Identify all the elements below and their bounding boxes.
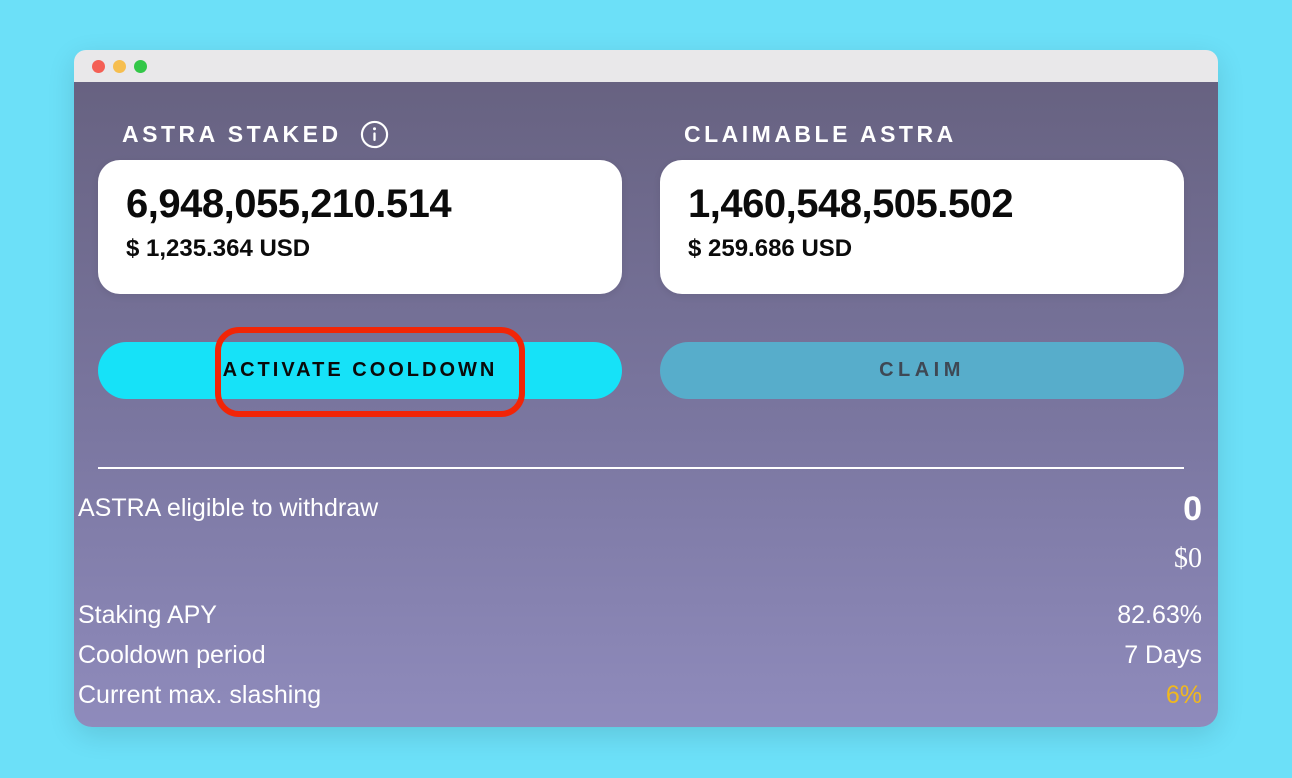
stat-label: Staking APY xyxy=(78,601,217,629)
claimable-section-title: CLAIMABLE ASTRA xyxy=(684,120,957,147)
stat-label: Current max. slashing xyxy=(78,681,322,709)
claim-button[interactable]: CLAIM xyxy=(660,342,1184,399)
staked-usd-value: $ 1,235.364 USD xyxy=(126,235,311,262)
staked-section-title: ASTRA STAKED xyxy=(122,120,342,147)
window-titlebar xyxy=(74,50,1218,82)
staked-column: ASTRA STAKED 6,948,055,210.514 $ 1,235.3… xyxy=(98,120,622,417)
claimable-amount-card: 1,460,548,505.502 $ 259.686 USD xyxy=(660,160,1184,294)
stat-row-cooldown-period: Cooldown period 7 Days xyxy=(78,635,1202,675)
minimize-button[interactable] xyxy=(113,59,126,73)
close-button[interactable] xyxy=(92,59,105,73)
info-icon[interactable] xyxy=(360,120,389,149)
withdraw-amount: 0 xyxy=(1183,490,1202,528)
staked-amount: 6,948,055,210.514 xyxy=(126,182,452,226)
stat-row-staking-apy: Staking APY 82.63% xyxy=(78,595,1202,635)
staking-info-section: ASTRA eligible to withdraw 0 $0 Staking … xyxy=(78,490,1202,715)
app-window: ASTRA STAKED 6,948,055,210.514 $ 1,235.3… xyxy=(74,50,1218,727)
stat-row-max-slashing: Current max. slashing 6% xyxy=(78,675,1202,715)
stat-value-highlighted: 6% xyxy=(1165,681,1202,709)
claimable-usd-value: $ 259.686 USD xyxy=(688,235,853,262)
claimable-amount: 1,460,548,505.502 xyxy=(688,182,1014,226)
stats-list: Staking APY 82.63% Cooldown period 7 Day… xyxy=(78,595,1202,715)
activate-cooldown-button[interactable]: ACTIVATE COOLDOWN xyxy=(98,342,622,399)
withdraw-label: ASTRA eligible to withdraw xyxy=(78,494,379,522)
stat-value: 82.63% xyxy=(1117,601,1202,629)
staked-amount-card: 6,948,055,210.514 $ 1,235.364 USD xyxy=(98,160,622,294)
staking-panel: ASTRA STAKED 6,948,055,210.514 $ 1,235.3… xyxy=(74,82,1218,727)
zoom-button[interactable] xyxy=(134,59,147,73)
stat-value: 7 Days xyxy=(1124,641,1202,669)
section-divider xyxy=(98,467,1184,469)
claimable-column: CLAIMABLE ASTRA 1,460,548,505.502 $ 259.… xyxy=(660,120,1184,399)
withdraw-row: ASTRA eligible to withdraw 0 xyxy=(78,490,1202,528)
withdraw-usd-value: $0 xyxy=(1174,543,1202,574)
stat-label: Cooldown period xyxy=(78,641,266,669)
